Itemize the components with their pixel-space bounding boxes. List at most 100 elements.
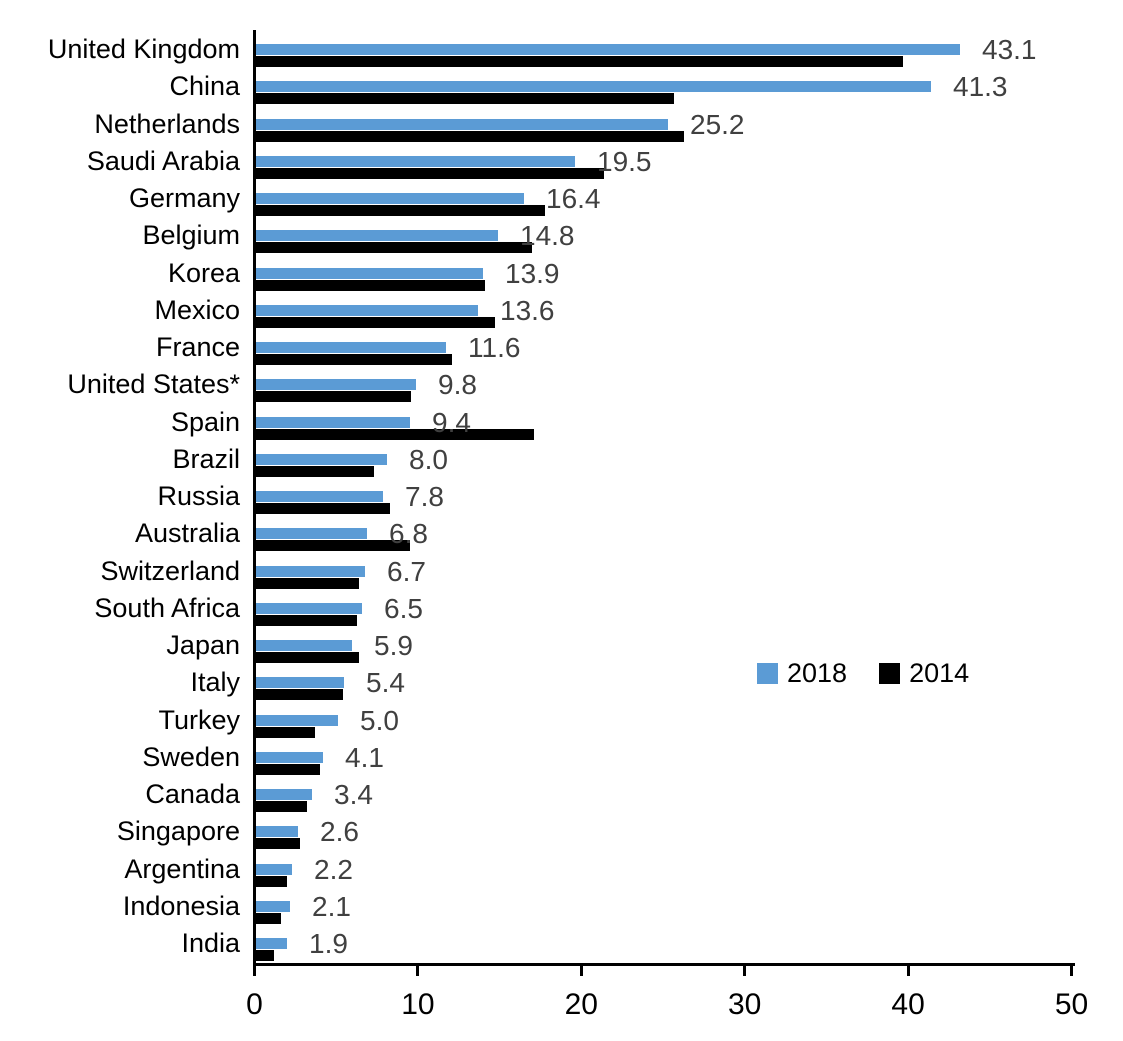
category-label: Singapore (116, 816, 240, 847)
bar-2018 (256, 81, 931, 93)
category-label: Indonesia (122, 890, 240, 921)
bar-2018 (256, 751, 323, 763)
legend-label-2014: 2014 (909, 658, 970, 688)
value-label: 14.8 (520, 220, 575, 252)
bar-2018 (256, 118, 668, 130)
category-label: France (155, 332, 240, 362)
bar-2018 (256, 565, 365, 577)
bar-2014 (256, 316, 495, 328)
bar-2014 (256, 130, 684, 142)
bar-2014 (256, 93, 674, 105)
legend-label-2018: 2018 (787, 658, 848, 688)
x-tick-label: 50 (1054, 988, 1089, 1021)
value-label: 19.5 (597, 145, 652, 177)
bar-2014 (256, 614, 357, 626)
category-label: Switzerland (100, 555, 240, 586)
value-label: 1.9 (309, 928, 348, 959)
x-tick (1070, 966, 1073, 976)
bar-2014 (256, 950, 274, 961)
x-tick-label: 40 (891, 988, 925, 1021)
category-label: Sweden (142, 741, 240, 772)
bar-2014 (256, 763, 320, 775)
value-label: 2.2 (314, 853, 353, 885)
value-label: 5.0 (360, 704, 399, 736)
bar-2014 (256, 912, 281, 924)
bar-2018 (256, 714, 338, 726)
bar-2018 (256, 938, 287, 949)
value-label: 6.7 (387, 555, 426, 587)
bar-2018 (256, 416, 410, 428)
bar-2014 (256, 56, 903, 67)
bar-2018 (256, 677, 344, 689)
bar-2018 (256, 193, 524, 204)
value-label: 13.9 (505, 257, 560, 289)
x-tick-label: 10 (401, 988, 435, 1021)
x-tick (743, 966, 747, 976)
value-label: 5.4 (366, 667, 405, 699)
bar-2018 (256, 342, 446, 353)
category-label: Germany (128, 183, 240, 213)
value-label: 2.1 (312, 890, 351, 922)
x-tick-label: 20 (564, 988, 598, 1021)
bar-2014 (256, 279, 485, 291)
bar-2014 (256, 428, 534, 440)
category-label: United Kingdom (47, 34, 240, 64)
value-label: 43.1 (982, 34, 1037, 65)
category-label: Russia (157, 481, 240, 511)
bar-2014 (256, 465, 374, 477)
bar-2014 (256, 242, 532, 254)
bar-2014 (256, 391, 411, 403)
bar-2018 (256, 528, 367, 540)
category-label: Japan (166, 630, 240, 660)
value-label: 8.0 (409, 443, 448, 475)
x-tick (253, 966, 256, 976)
category-label: Saudi Arabia (86, 145, 240, 176)
x-tick-label: 30 (728, 988, 762, 1021)
bar-2018 (256, 640, 352, 651)
value-label: 3.4 (334, 779, 373, 810)
category-label: Australia (134, 518, 240, 549)
category-label: Italy (190, 667, 240, 698)
value-label: 25.2 (690, 108, 745, 140)
bar-2018 (256, 230, 498, 242)
bar-2014 (256, 652, 359, 663)
legend-swatch-2014 (879, 662, 901, 684)
bar-2014 (256, 205, 545, 216)
bar-2018 (256, 863, 292, 875)
bar-2014 (256, 689, 343, 701)
value-label: 5.9 (374, 630, 413, 661)
bar-2018 (256, 491, 383, 502)
bar-2014 (256, 875, 287, 887)
bar-2018 (256, 44, 960, 55)
bar-2014 (256, 540, 410, 552)
bar-2018 (256, 789, 312, 800)
category-label: Korea (167, 257, 240, 288)
x-tick (906, 966, 910, 976)
bar-2018 (256, 453, 387, 465)
value-label: 13.6 (500, 294, 555, 326)
category-label: China (169, 71, 240, 102)
category-label: Argentina (124, 853, 240, 884)
value-label: 9.8 (438, 369, 477, 401)
category-label: South Africa (94, 592, 240, 623)
bar-2018 (256, 602, 362, 614)
bar-2018 (256, 900, 290, 912)
category-label: Canada (145, 779, 240, 809)
value-label: 9.4 (432, 406, 471, 438)
category-label: Belgium (142, 220, 240, 251)
legend: 2018 2014 (757, 658, 970, 688)
value-label: 16.4 (546, 183, 601, 214)
bar-2014 (256, 503, 390, 514)
value-label: 6.8 (389, 518, 428, 550)
category-label: Spain (170, 406, 240, 437)
bar-2018 (256, 379, 416, 391)
legend-swatch-2018 (757, 662, 778, 684)
x-tick-label: 0 (246, 988, 263, 1021)
bar-2014 (256, 577, 359, 589)
bar-2018 (256, 304, 478, 316)
y-axis-line (253, 30, 256, 966)
bar-2014 (256, 354, 452, 365)
bar-2014 (256, 167, 604, 179)
value-label: 41.3 (953, 71, 1008, 103)
